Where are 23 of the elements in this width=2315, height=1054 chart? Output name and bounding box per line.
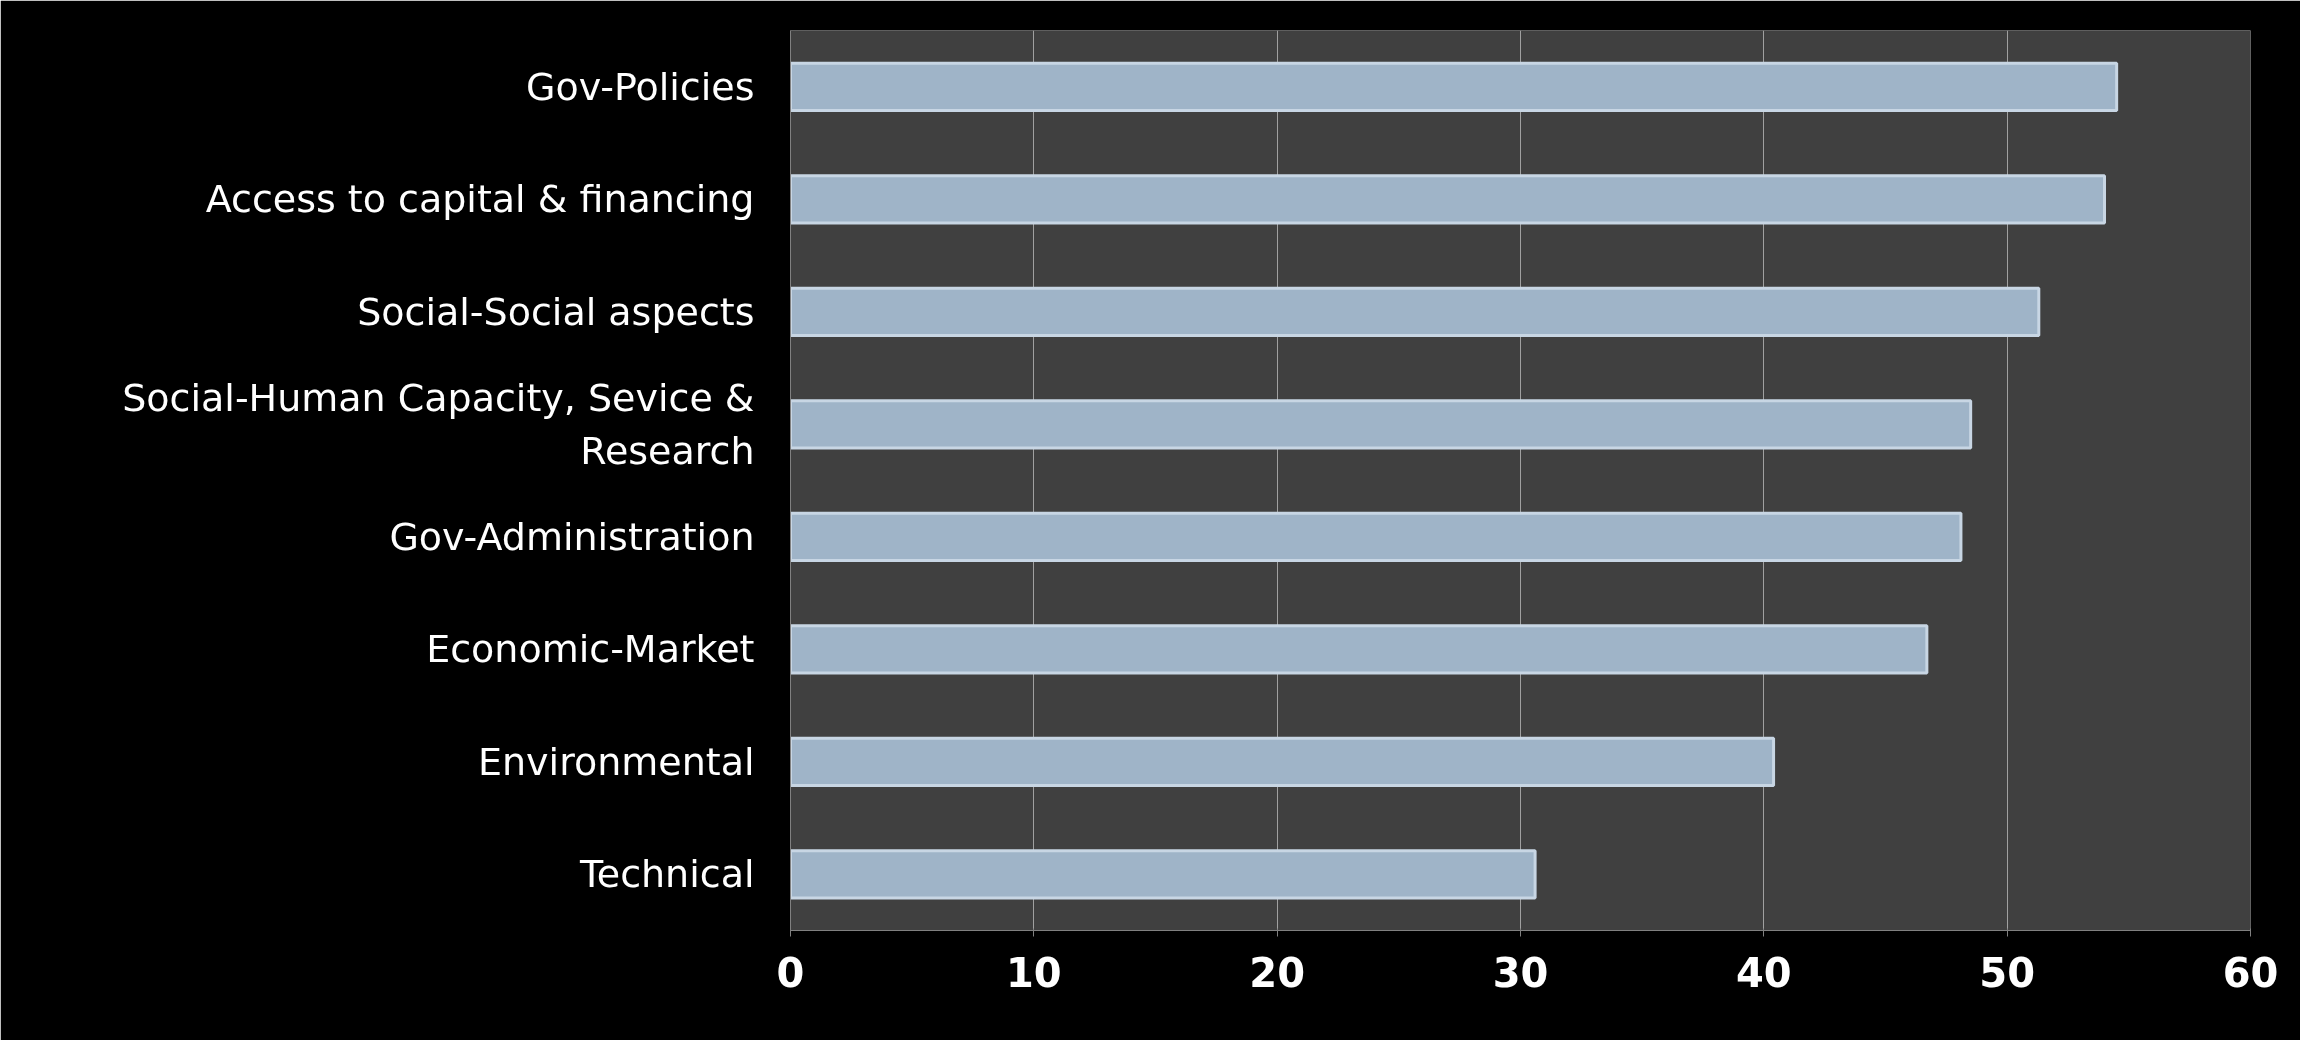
bar [790, 174, 2106, 225]
bar [790, 399, 1973, 450]
y-tick-label: Environmental [478, 739, 755, 784]
bar [790, 286, 2041, 337]
bar [790, 511, 1963, 562]
bar [790, 849, 1537, 900]
y-tick-label: Social-Human Capacity, Sevice & Research [122, 375, 755, 473]
y-tick-label: Social-Social aspects [357, 289, 755, 334]
y-tick-label: Economic-Market [426, 627, 755, 672]
bar [790, 61, 2119, 112]
x-tick-label: 10 [1006, 949, 1062, 996]
x-tick-label: 40 [1736, 949, 1792, 996]
bar [790, 624, 1929, 675]
y-tick-label: Gov-Administration [389, 514, 755, 559]
x-tick-label: 30 [1492, 949, 1549, 996]
x-tick-label: 50 [1979, 949, 2036, 996]
bar [790, 736, 1776, 787]
y-tick-label: Access to capital & financing [205, 177, 755, 222]
x-tick-label: 60 [2222, 949, 2279, 996]
y-tick-label: Gov-Policies [526, 64, 755, 109]
x-tick-label: 0 [776, 949, 805, 996]
y-tick-label: Technical [579, 852, 755, 897]
x-tick-label: 20 [1249, 949, 1306, 996]
